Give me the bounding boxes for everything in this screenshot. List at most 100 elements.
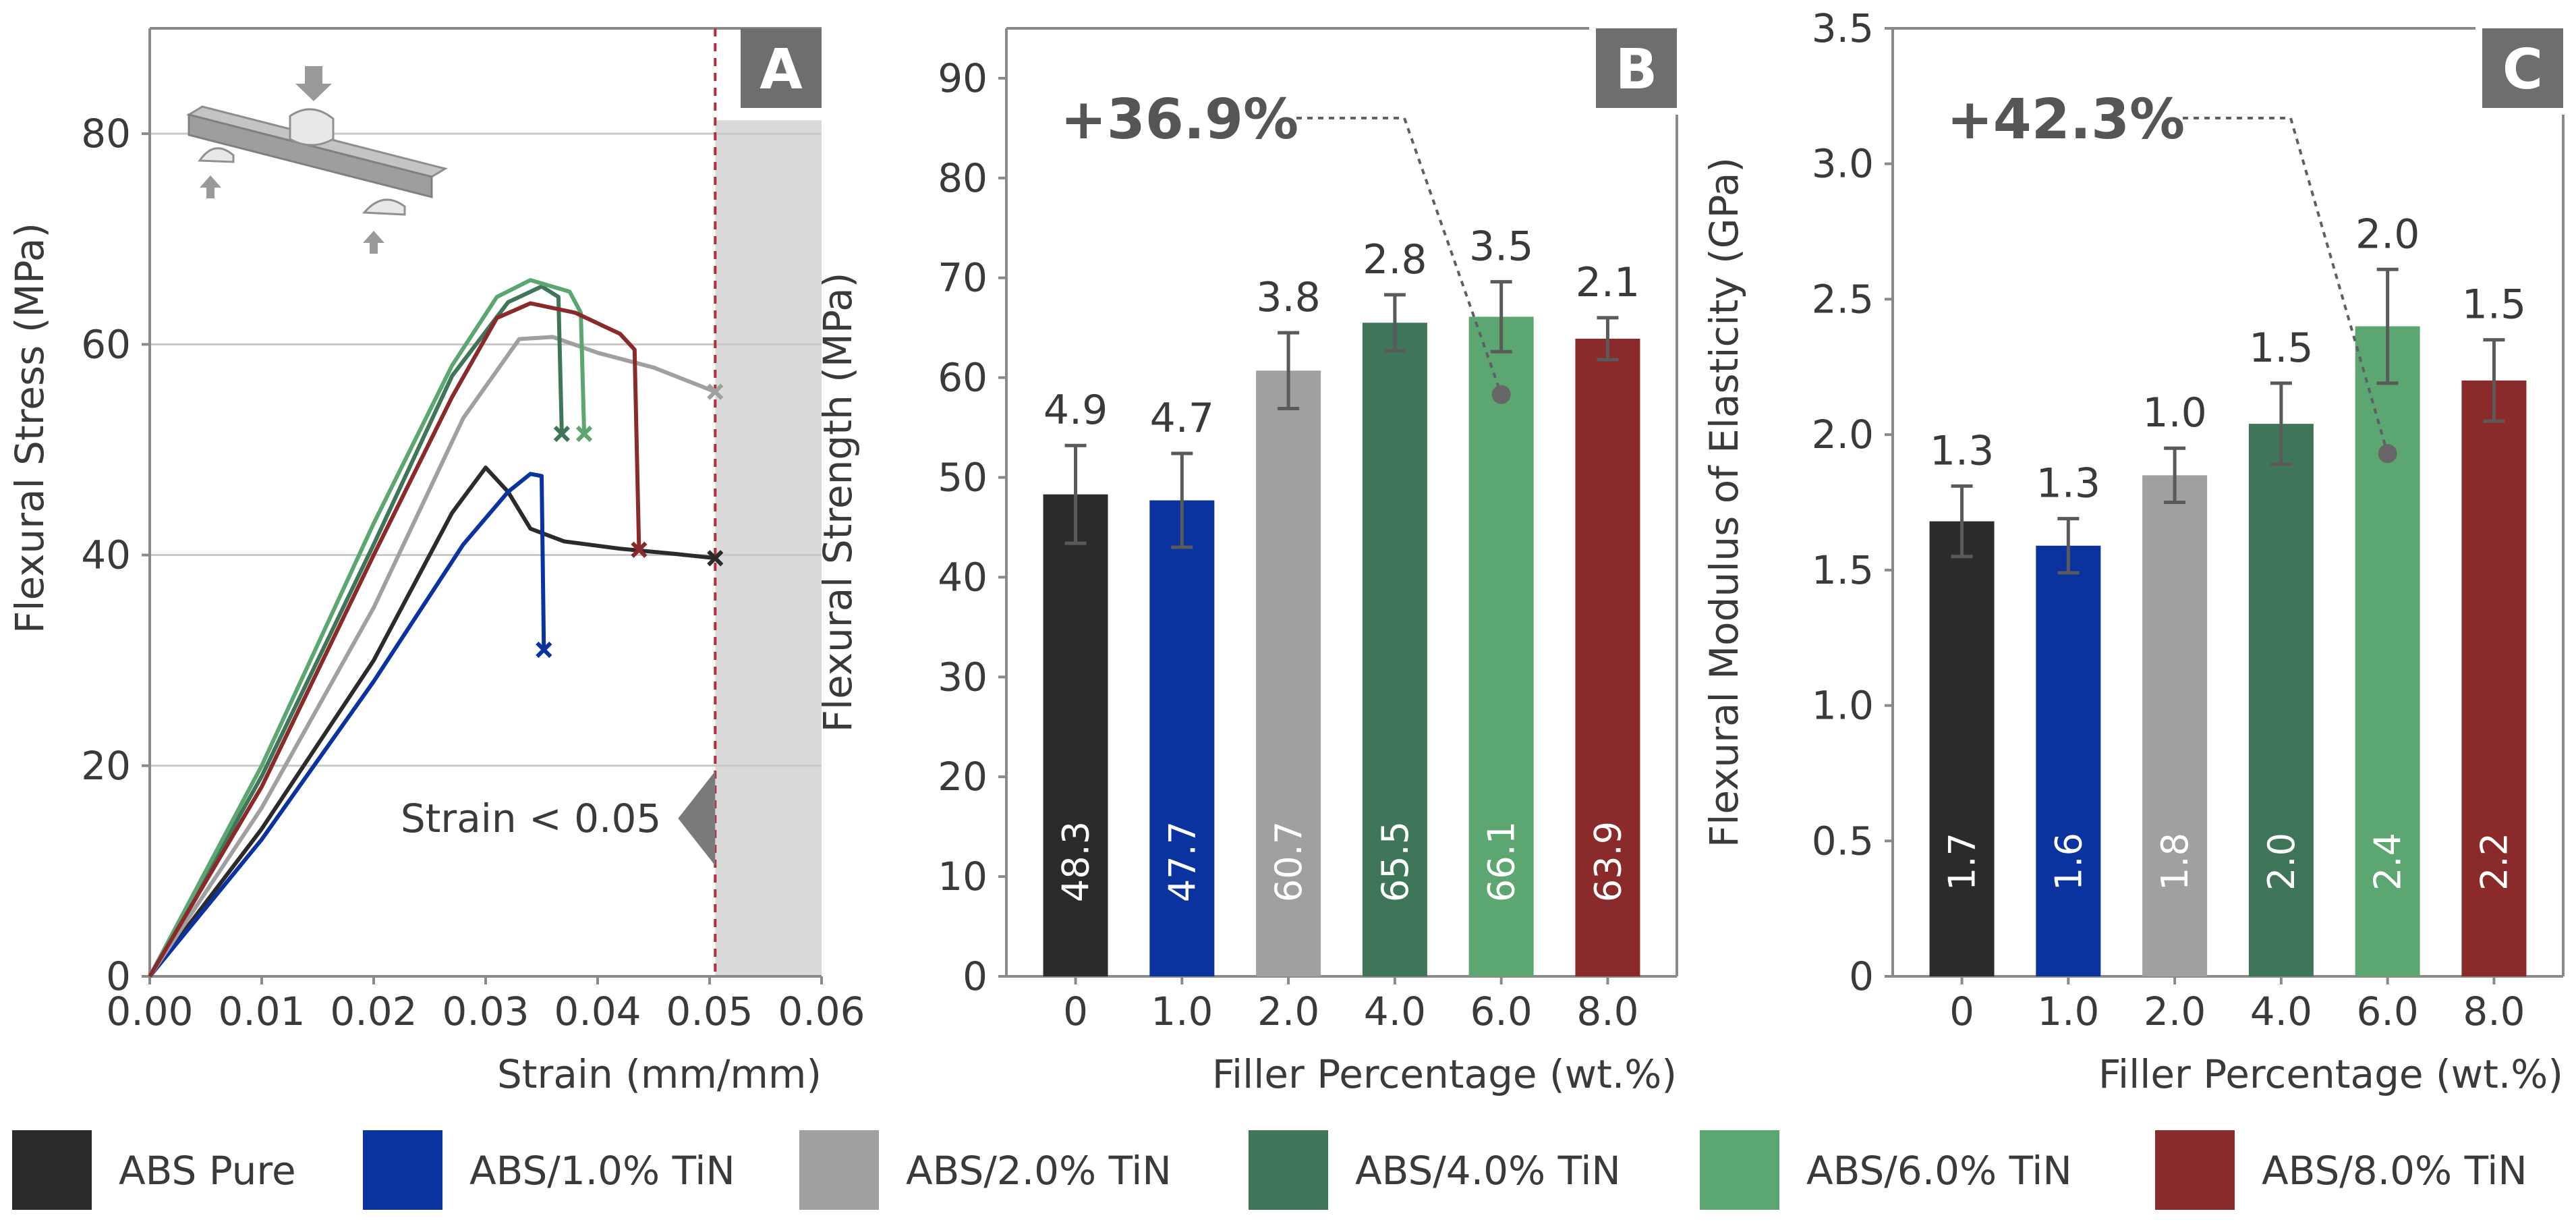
bar-value-label: 1.7	[1941, 833, 1984, 891]
y-tick-label: 50	[938, 455, 988, 501]
bar-ABS/1.0% TiN	[2036, 545, 2101, 976]
y-axis-title: Flexural Strength (MPa)	[815, 273, 861, 733]
legend-swatch-ABS/6.0% TiN	[1700, 1130, 1779, 1210]
x-tick-label: 2.0	[1257, 989, 1319, 1034]
panel-tag-label: A	[760, 38, 803, 102]
x-tick-label: 0.03	[442, 989, 529, 1034]
series-line-ABS/4.0% TiN	[148, 284, 564, 978]
bar-value-label: 1.6	[2047, 833, 2090, 891]
beam-front	[188, 113, 433, 198]
legend-label: ABS Pure	[119, 1148, 296, 1194]
error-label: 1.0	[2142, 389, 2206, 437]
x-tick-label: 0.06	[778, 989, 865, 1034]
y-tick-label: 80	[81, 111, 131, 157]
x-tick-label: 8.0	[2463, 989, 2525, 1034]
panel-tag-box	[741, 28, 822, 108]
y-tick-label: 2.0	[1812, 412, 1874, 457]
error-label: 3.5	[1469, 223, 1533, 271]
legend-label: ABS/1.0% TiN	[469, 1148, 735, 1194]
y-axis-title: Flexural Stress (MPa)	[7, 223, 53, 634]
y-tick-label: 1.0	[1812, 683, 1874, 729]
x-tick-label: 4.0	[1364, 989, 1426, 1034]
series-line-ABS/6.0% TiN	[148, 278, 587, 978]
x-tick-label: 1.0	[2037, 989, 2099, 1034]
strain-annotation: Strain < 0.05	[401, 796, 661, 841]
x-tick-label: 2.0	[2144, 989, 2206, 1034]
x-tick-label: 0.02	[330, 989, 417, 1034]
bar-ABS Pure	[1929, 521, 1995, 976]
y-tick-label: 0	[963, 953, 988, 999]
reaction-arrow-right	[363, 231, 384, 254]
reaction-arrow-left	[200, 175, 221, 198]
x-tick-label: 0.01	[218, 989, 305, 1034]
series-line-ABS/8.0% TiN	[148, 301, 641, 978]
improvement-label: +36.9%	[1060, 88, 1298, 152]
y-tick-label: 0	[1849, 953, 1874, 999]
failure-marker	[575, 425, 593, 443]
loading-pin	[289, 108, 335, 146]
improvement-label: +42.3%	[1947, 88, 2185, 152]
bar-ABS/2.0% TiN	[1256, 370, 1321, 976]
bar-value-label: 66.1	[1481, 821, 1523, 902]
bar-value-label: 2.0	[2260, 833, 2303, 891]
legend-label: ABS/4.0% TiN	[1355, 1148, 1621, 1194]
x-tick-label: 6.0	[1470, 989, 1533, 1034]
bar-ABS/1.0% TiN	[1149, 500, 1215, 976]
series-line-ABS/1.0% TiN	[148, 472, 546, 978]
panel-tag-label: B	[1615, 38, 1658, 102]
x-tick-label: 8.0	[1576, 989, 1638, 1034]
y-tick-label: 40	[81, 532, 131, 578]
y-tick-label: 2.5	[1812, 276, 1874, 322]
legend-label: ABS/6.0% TiN	[1806, 1148, 2072, 1194]
strain-limit-arrow	[678, 771, 716, 866]
improvement-leader-line	[1296, 117, 1503, 395]
error-label: 2.8	[1363, 236, 1427, 283]
x-tick-label: 0.04	[554, 989, 641, 1034]
error-label: 2.1	[1576, 259, 1640, 306]
y-tick-label: 60	[81, 321, 131, 367]
strain-excluded-region	[715, 120, 822, 977]
error-label: 2.0	[2355, 211, 2420, 258]
x-tick-label: 1.0	[1151, 989, 1213, 1034]
y-tick-label: 40	[938, 554, 988, 600]
error-label: 4.9	[1043, 387, 1108, 434]
error-label: 1.5	[2249, 325, 2313, 372]
error-label: 3.8	[1256, 274, 1320, 321]
bar-ABS/6.0% TiN	[2355, 326, 2420, 977]
y-tick-label: 90	[938, 55, 988, 101]
failure-marker	[707, 550, 724, 567]
legend-label: ABS/2.0% TiN	[906, 1148, 1172, 1194]
x-axis-title: Filler Percentage (wt.%)	[1212, 1051, 1677, 1097]
bar-value-label: 1.8	[2154, 833, 2196, 891]
panel-tag-box	[2482, 28, 2563, 108]
support-pin-left	[198, 147, 235, 163]
y-tick-label: 3.5	[1812, 5, 1874, 51]
x-axis-title: Filler Percentage (wt.%)	[2098, 1051, 2563, 1097]
bar-ABS/8.0% TiN	[1575, 338, 1640, 976]
load-arrow-down	[295, 66, 332, 101]
legend: ABS Pure ABS/1.0% TiN ABS/2.0% TiN ABS/4.0%…	[12, 1130, 2527, 1210]
bar-value-label: 60.7	[1267, 821, 1310, 902]
series-line-ABS Pure	[148, 466, 716, 978]
bar-value-label: 47.7	[1161, 821, 1203, 902]
panel-b-flexural-strength-chart: 0 10 20 30 40 50 60 70 80 90 4.9 48.3 0 4.7 47.7 1.0 3.8…	[815, 27, 1678, 1097]
improvement-point	[2378, 444, 2397, 464]
error-label: 1.3	[2036, 460, 2100, 507]
bar-ABS/2.0% TiN	[2142, 475, 2208, 976]
failure-marker	[707, 383, 724, 400]
x-tick-label: 0	[1063, 989, 1088, 1034]
x-tick-label: 0.05	[666, 989, 753, 1034]
bar-ABS/6.0% TiN	[1468, 316, 1534, 977]
error-label: 1.3	[1930, 427, 1994, 474]
y-tick-label: 0	[106, 953, 131, 999]
error-label: 4.7	[1150, 395, 1214, 442]
y-tick-label: 3.0	[1812, 141, 1874, 187]
x-tick-label: 0.00	[106, 989, 193, 1034]
panel-tag-box	[1596, 28, 1677, 108]
y-axis-title: Flexural Modulus of Elasticity (GPa)	[1701, 157, 1747, 847]
y-tick-label: 0.5	[1812, 818, 1874, 864]
x-tick-label: 0	[1949, 989, 1974, 1034]
x-axis-title: Strain (mm/mm)	[497, 1051, 822, 1097]
x-tick-label: 4.0	[2250, 989, 2312, 1034]
improvement-leader-line	[2183, 117, 2389, 454]
